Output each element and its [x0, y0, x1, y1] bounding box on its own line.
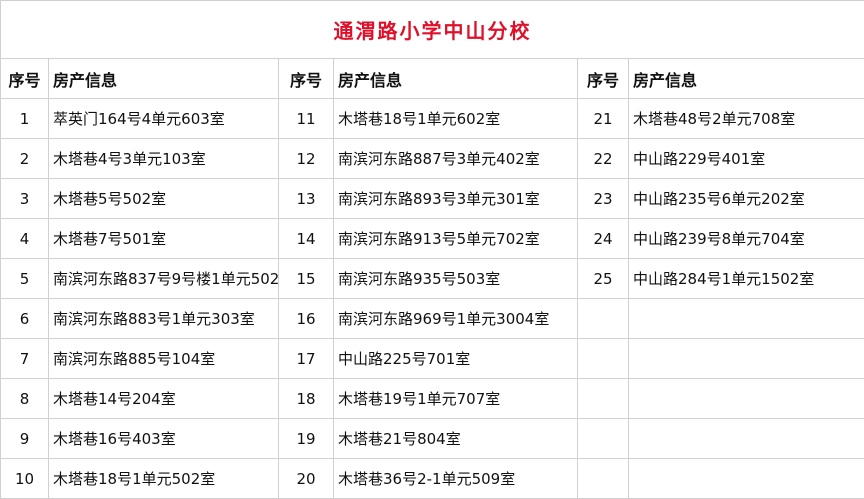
cell-num: 18	[279, 379, 334, 419]
cell-info: 木塔巷16号403室	[49, 419, 279, 459]
cell-num: 10	[1, 459, 49, 499]
cell-info: 木塔巷5号502室	[49, 179, 279, 219]
header-num: 序号	[1, 59, 49, 99]
cell-num	[578, 379, 629, 419]
header-row: 序号 房产信息 序号 房产信息 序号 房产信息	[1, 59, 864, 99]
cell-num: 17	[279, 339, 334, 379]
cell-info: 中山路225号701室	[334, 339, 578, 379]
cell-num: 21	[578, 99, 629, 139]
cell-info	[629, 299, 864, 339]
cell-num: 25	[578, 259, 629, 299]
header-num: 序号	[578, 59, 629, 99]
cell-num: 2	[1, 139, 49, 179]
cell-num: 9	[1, 419, 49, 459]
cell-num: 14	[279, 219, 334, 259]
cell-info: 木塔巷21号804室	[334, 419, 578, 459]
cell-num: 24	[578, 219, 629, 259]
table-title: 通渭路小学中山分校	[1, 1, 864, 59]
cell-info: 木塔巷36号2-1单元509室	[334, 459, 578, 499]
cell-info: 木塔巷18号1单元502室	[49, 459, 279, 499]
cell-info: 南滨河东路893号3单元301室	[334, 179, 578, 219]
cell-info: 木塔巷4号3单元103室	[49, 139, 279, 179]
header-info: 房产信息	[629, 59, 864, 99]
header-num: 序号	[279, 59, 334, 99]
cell-num: 16	[279, 299, 334, 339]
cell-num: 6	[1, 299, 49, 339]
cell-info: 南滨河东路913号5单元702室	[334, 219, 578, 259]
cell-num: 8	[1, 379, 49, 419]
cell-num: 7	[1, 339, 49, 379]
cell-num: 13	[279, 179, 334, 219]
cell-num: 12	[279, 139, 334, 179]
cell-info: 木塔巷48号2单元708室	[629, 99, 864, 139]
cell-info: 南滨河东路935号503室	[334, 259, 578, 299]
cell-info: 木塔巷18号1单元602室	[334, 99, 578, 139]
cell-num: 23	[578, 179, 629, 219]
cell-info: 萃英门164号4单元603室	[49, 99, 279, 139]
cell-info: 南滨河东路969号1单元3004室	[334, 299, 578, 339]
cell-num: 1	[1, 99, 49, 139]
cell-num: 15	[279, 259, 334, 299]
cell-info: 南滨河东路837号9号楼1单元502	[49, 259, 279, 299]
cell-info	[629, 459, 864, 499]
cell-info: 南滨河东路883号1单元303室	[49, 299, 279, 339]
cell-info: 木塔巷19号1单元707室	[334, 379, 578, 419]
cell-num	[578, 339, 629, 379]
cell-info	[629, 339, 864, 379]
header-info: 房产信息	[49, 59, 279, 99]
cell-num: 20	[279, 459, 334, 499]
cell-info: 中山路229号401室	[629, 139, 864, 179]
cell-info: 中山路239号8单元704室	[629, 219, 864, 259]
cell-info: 中山路284号1单元1502室	[629, 259, 864, 299]
cell-num: 4	[1, 219, 49, 259]
cell-info	[629, 379, 864, 419]
cell-num: 11	[279, 99, 334, 139]
cell-num	[578, 299, 629, 339]
cell-num	[578, 419, 629, 459]
cell-num: 3	[1, 179, 49, 219]
cell-info: 中山路235号6单元202室	[629, 179, 864, 219]
cell-info: 南滨河东路885号104室	[49, 339, 279, 379]
cell-info: 南滨河东路887号3单元402室	[334, 139, 578, 179]
header-info: 房产信息	[334, 59, 578, 99]
cell-num: 5	[1, 259, 49, 299]
cell-num: 19	[279, 419, 334, 459]
cell-info	[629, 419, 864, 459]
cell-info: 木塔巷7号501室	[49, 219, 279, 259]
cell-num	[578, 459, 629, 499]
cell-num: 22	[578, 139, 629, 179]
cell-info: 木塔巷14号204室	[49, 379, 279, 419]
